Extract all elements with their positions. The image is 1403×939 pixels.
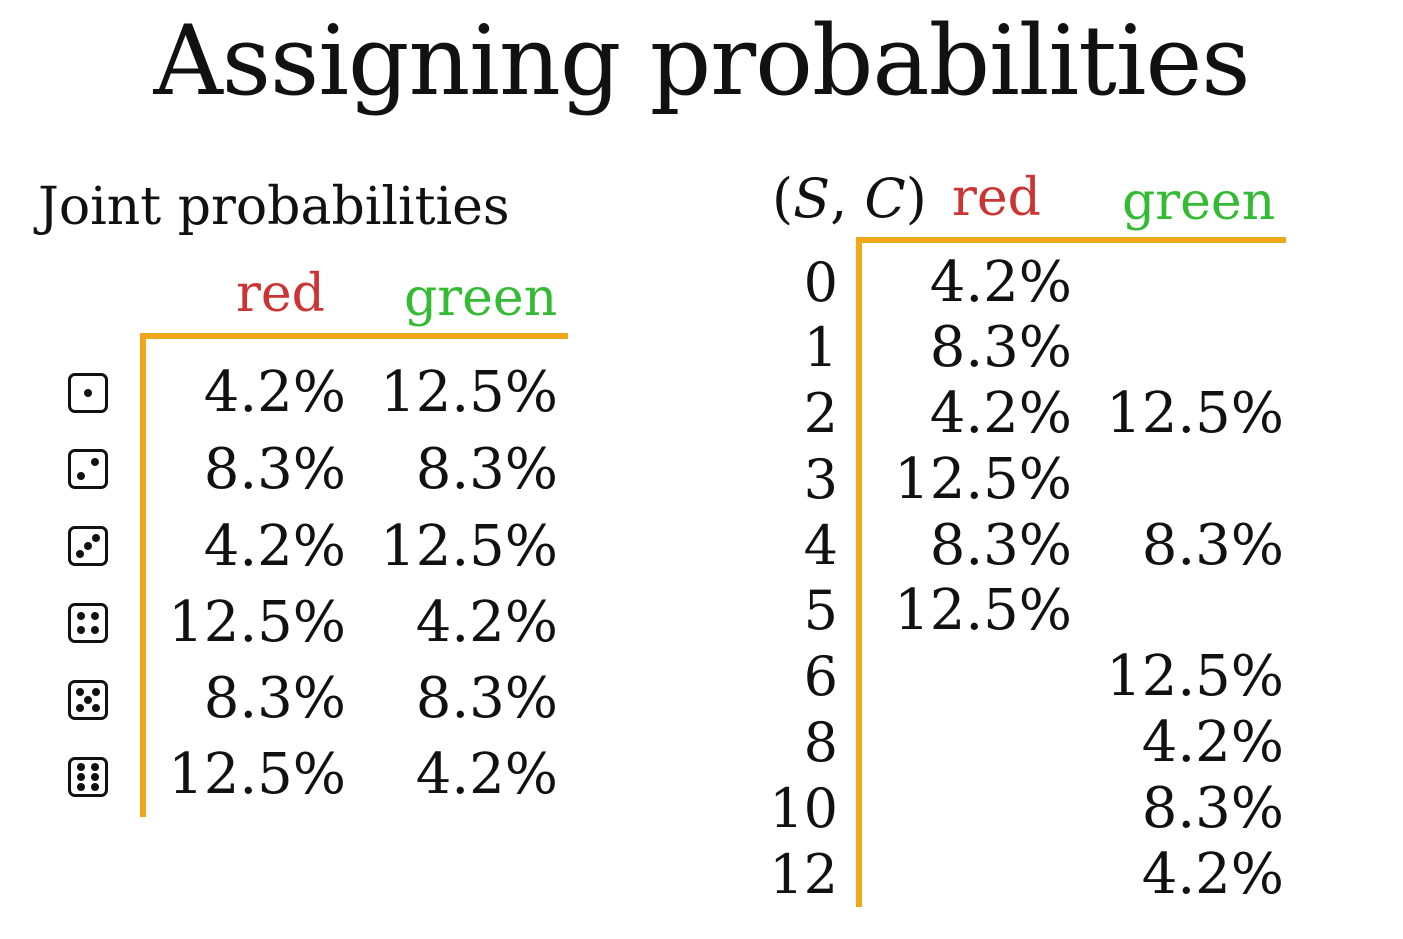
sc-header-label: (S, C) <box>772 166 927 232</box>
left-green-cell: 4.2% <box>415 590 558 655</box>
right-green-cell: 8.3% <box>1141 513 1284 578</box>
die-pip <box>76 626 85 635</box>
die-pip <box>84 696 92 704</box>
joint-probabilities-heading: Joint probabilities <box>38 177 510 237</box>
die-pip <box>75 687 84 696</box>
sc-comma: , <box>830 167 865 230</box>
left-red-cell: 12.5% <box>168 742 346 807</box>
die-pip <box>91 773 100 781</box>
right-green-cell: 8.3% <box>1141 776 1284 841</box>
right-col-green-header: green <box>1122 172 1276 232</box>
die-face-5-icon <box>68 680 108 720</box>
right-col-red-header: red <box>952 168 1041 228</box>
sum-value: 8 <box>803 711 838 774</box>
left-table-side-rule <box>140 333 146 817</box>
left-red-cell: 12.5% <box>168 590 346 655</box>
right-table-header-rule <box>856 237 1286 243</box>
right-green-cell: 12.5% <box>1106 381 1284 446</box>
sum-value: 3 <box>803 448 838 511</box>
die-pip <box>76 472 85 481</box>
sum-value: 6 <box>803 645 838 708</box>
left-green-cell: 4.2% <box>415 742 558 807</box>
die-pip <box>92 533 101 542</box>
die-face-1-icon <box>68 373 108 413</box>
left-red-cell: 8.3% <box>203 666 346 731</box>
die-pip <box>76 611 85 620</box>
right-red-cell: 4.2% <box>929 250 1072 315</box>
left-green-cell: 12.5% <box>380 360 558 425</box>
die-pip <box>91 611 100 620</box>
left-red-cell: 8.3% <box>203 437 346 502</box>
left-col-green-header: green <box>404 268 558 328</box>
left-green-cell: 8.3% <box>415 666 558 731</box>
die-pip <box>91 457 100 466</box>
sc-c-variable: C <box>864 167 906 230</box>
right-red-cell: 8.3% <box>929 513 1072 578</box>
die-pip <box>75 704 84 713</box>
sum-value: 0 <box>803 251 838 314</box>
sum-value: 4 <box>803 514 838 577</box>
sum-value: 5 <box>803 579 838 642</box>
die-face-6-icon <box>68 757 108 797</box>
die-pip <box>92 704 101 713</box>
right-red-cell: 12.5% <box>894 447 1072 512</box>
right-green-cell: 4.2% <box>1141 842 1284 907</box>
right-red-cell: 12.5% <box>894 578 1072 643</box>
right-red-cell: 8.3% <box>929 315 1072 380</box>
die-pip <box>91 782 100 791</box>
die-pip <box>92 687 101 696</box>
left-red-cell: 4.2% <box>203 360 346 425</box>
left-green-cell: 12.5% <box>380 514 558 579</box>
sum-value: 1 <box>803 316 838 379</box>
sum-value: 10 <box>769 777 838 840</box>
die-pip <box>84 542 92 550</box>
die-pip <box>76 782 85 791</box>
die-face-2-icon <box>68 449 108 489</box>
right-red-cell: 4.2% <box>929 381 1072 446</box>
left-col-red-header: red <box>236 264 325 324</box>
right-table-side-rule <box>856 237 862 907</box>
right-green-cell: 12.5% <box>1106 644 1284 709</box>
page-title: Assigning probabilities <box>153 5 1250 117</box>
die-pip <box>76 763 85 772</box>
die-face-4-icon <box>68 603 108 643</box>
left-red-cell: 4.2% <box>203 514 346 579</box>
left-table-header-rule <box>140 333 568 339</box>
right-green-cell: 4.2% <box>1141 710 1284 775</box>
sum-value: 2 <box>803 382 838 445</box>
sum-value: 12 <box>769 843 838 906</box>
sc-close-paren: ) <box>905 167 927 230</box>
die-pip <box>75 550 84 559</box>
die-pip <box>76 773 85 781</box>
sc-open-paren: ( <box>772 167 794 230</box>
die-pip <box>91 626 100 635</box>
die-face-3-icon <box>68 526 108 566</box>
die-pip <box>84 389 92 397</box>
sc-s-variable: S <box>793 167 831 230</box>
die-pip <box>91 763 100 772</box>
left-green-cell: 8.3% <box>415 437 558 502</box>
